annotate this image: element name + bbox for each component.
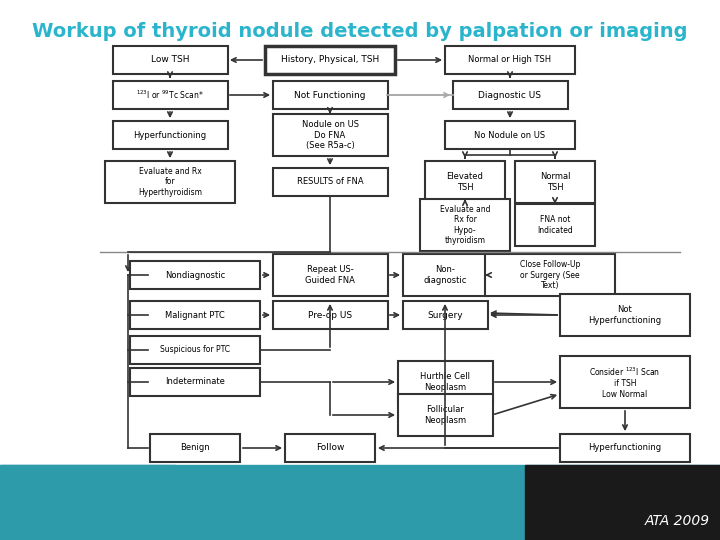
Text: Hyperfunctioning: Hyperfunctioning [588,443,662,453]
Bar [105,161,235,203]
Bar [560,294,690,336]
Bar [112,121,228,149]
Text: Follicular
Neoplasm: Follicular Neoplasm [424,406,466,424]
Text: Repeat US-
Guided FNA: Repeat US- Guided FNA [305,265,355,285]
Bar [272,168,387,196]
Text: Consider $^{123}$I Scan
if TSH
Low Normal: Consider $^{123}$I Scan if TSH Low Norma… [590,366,660,399]
Bar [130,336,260,364]
Bar [130,368,260,396]
Text: Not
Hyperfunctioning: Not Hyperfunctioning [588,305,662,325]
Bar [445,46,575,74]
Text: Hyperfunctioning: Hyperfunctioning [133,131,207,139]
Bar [130,301,260,329]
Text: Diagnostic US: Diagnostic US [479,91,541,99]
Bar [515,204,595,246]
Text: Elevated
TSH: Elevated TSH [446,172,483,192]
Text: Benign: Benign [180,443,210,453]
Bar [452,81,567,109]
Text: Suspicious for PTC: Suspicious for PTC [160,346,230,354]
Text: History, Physical, TSH: History, Physical, TSH [281,56,379,64]
Text: Nodule on US
Do FNA
(See R5a-c): Nodule on US Do FNA (See R5a-c) [302,120,359,150]
Text: Not Functioning: Not Functioning [294,91,366,99]
Text: ATA 2009: ATA 2009 [645,514,710,528]
Text: Pre-op US: Pre-op US [308,310,352,320]
Bar [397,361,492,403]
Bar [525,465,720,540]
Bar [150,434,240,462]
Text: Close Follow-Up
or Surgery (See
Text): Close Follow-Up or Surgery (See Text) [520,260,580,290]
Text: FNA not
Indicated: FNA not Indicated [537,215,573,235]
Bar [420,199,510,251]
Bar [425,161,505,203]
Bar [402,301,487,329]
Bar [112,46,228,74]
Bar [0,465,175,540]
Bar [130,261,260,289]
Text: Normal or High TSH: Normal or High TSH [469,56,552,64]
Bar [272,81,387,109]
Text: Low TSH: Low TSH [150,56,189,64]
Text: $^{123}$I or $^{99}$Tc Scan*: $^{123}$I or $^{99}$Tc Scan* [136,89,204,101]
Bar [272,254,387,296]
Text: Workup of thyroid nodule detected by palpation or imaging: Workup of thyroid nodule detected by pal… [32,22,688,41]
Text: Malignant PTC: Malignant PTC [165,310,225,320]
Bar [265,46,395,74]
Bar [445,121,575,149]
Text: No Nodule on US: No Nodule on US [474,131,546,139]
Text: Surgery: Surgery [427,310,463,320]
Text: Follow: Follow [316,443,344,453]
Bar [402,254,487,296]
Text: Nondiagnostic: Nondiagnostic [165,271,225,280]
Bar [112,81,228,109]
Text: Evaluate and
Rx for
Hypo-
thyroidism: Evaluate and Rx for Hypo- thyroidism [440,205,490,245]
Bar [397,394,492,436]
Bar [560,434,690,462]
Text: Normal
TSH: Normal TSH [540,172,570,192]
Text: RESULTS of FNA: RESULTS of FNA [297,178,364,186]
Text: Non-
diagnostic: Non- diagnostic [423,265,467,285]
Bar [0,465,720,540]
Bar [515,161,595,203]
Bar [285,434,375,462]
Text: Indeterminate: Indeterminate [165,377,225,387]
Text: Evaluate and Rx
for
Hyperthyroidism: Evaluate and Rx for Hyperthyroidism [138,167,202,197]
Bar [485,254,615,296]
Bar [560,356,690,408]
Text: Hurthle Cell
Neoplasm: Hurthle Cell Neoplasm [420,372,470,391]
Bar [272,114,387,156]
Bar [272,301,387,329]
